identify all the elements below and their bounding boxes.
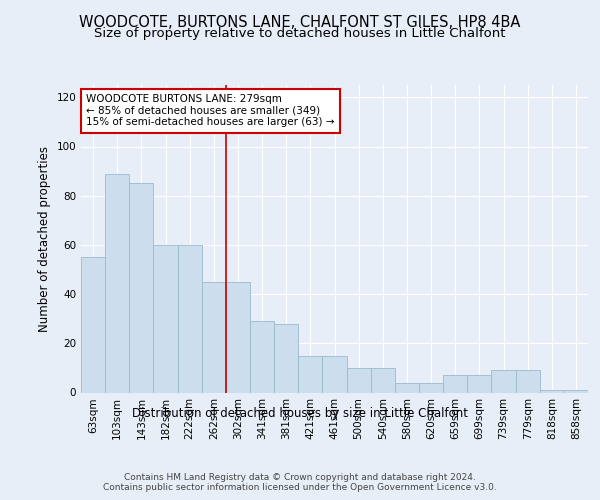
Bar xyxy=(178,245,202,392)
Text: WOODCOTE BURTONS LANE: 279sqm
← 85% of detached houses are smaller (349)
15% of : WOODCOTE BURTONS LANE: 279sqm ← 85% of d… xyxy=(86,94,335,128)
Bar xyxy=(395,382,419,392)
Bar xyxy=(129,184,154,392)
Bar xyxy=(540,390,564,392)
Bar xyxy=(202,282,226,393)
Bar xyxy=(298,356,322,393)
Bar xyxy=(105,174,129,392)
Bar xyxy=(226,282,250,393)
Bar xyxy=(274,324,298,392)
Y-axis label: Number of detached properties: Number of detached properties xyxy=(38,146,51,332)
Bar xyxy=(371,368,395,392)
Text: Size of property relative to detached houses in Little Chalfont: Size of property relative to detached ho… xyxy=(94,28,506,40)
Bar xyxy=(491,370,515,392)
Text: WOODCOTE, BURTONS LANE, CHALFONT ST GILES, HP8 4BA: WOODCOTE, BURTONS LANE, CHALFONT ST GILE… xyxy=(79,15,521,30)
Bar xyxy=(564,390,588,392)
Bar xyxy=(443,376,467,392)
Bar xyxy=(250,321,274,392)
Bar xyxy=(81,257,105,392)
Bar xyxy=(467,376,491,392)
Bar xyxy=(347,368,371,392)
Bar xyxy=(154,245,178,392)
Text: Distribution of detached houses by size in Little Chalfont: Distribution of detached houses by size … xyxy=(132,408,468,420)
Bar xyxy=(419,382,443,392)
Text: Contains HM Land Registry data © Crown copyright and database right 2024.
Contai: Contains HM Land Registry data © Crown c… xyxy=(103,472,497,492)
Bar xyxy=(515,370,540,392)
Bar xyxy=(322,356,347,393)
